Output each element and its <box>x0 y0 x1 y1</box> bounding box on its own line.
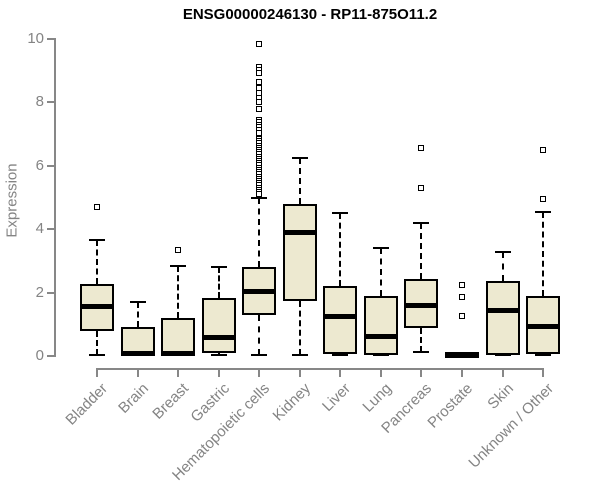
y-tick-mark <box>47 291 55 294</box>
median-line <box>161 350 196 356</box>
upper-whisker-cap <box>170 264 187 267</box>
upper-whisker-cap <box>89 239 105 242</box>
outlier-point <box>418 145 425 152</box>
box <box>363 295 398 356</box>
box <box>282 203 317 302</box>
outlier-point <box>256 129 263 136</box>
lower-whisker <box>258 314 261 356</box>
outlier-point <box>458 281 465 288</box>
box <box>485 280 520 355</box>
upper-whisker <box>136 302 139 328</box>
upper-whisker <box>258 197 261 267</box>
upper-whisker <box>298 157 301 204</box>
upper-whisker-cap <box>372 246 389 249</box>
median-line <box>485 307 520 313</box>
outlier-point <box>418 184 425 191</box>
lower-whisker-cap <box>372 354 389 357</box>
upper-whisker <box>420 222 423 280</box>
median-line <box>282 229 317 235</box>
x-tick-mark <box>217 368 220 377</box>
outlier-point <box>458 293 465 300</box>
upper-whisker <box>379 247 382 296</box>
x-tick-mark <box>339 368 342 377</box>
x-tick-mark <box>379 368 382 377</box>
x-tick-mark <box>460 368 463 377</box>
y-tick-label: 10 <box>27 30 44 47</box>
lower-whisker-cap <box>89 354 105 357</box>
median-line <box>120 350 155 356</box>
outlier-point <box>256 40 263 47</box>
y-tick-label: 8 <box>35 93 44 111</box>
outlier-point <box>175 247 182 254</box>
upper-whisker-cap <box>535 210 552 213</box>
lower-whisker-cap <box>413 351 430 354</box>
outlier-point <box>540 196 547 203</box>
lower-whisker <box>217 352 220 356</box>
outlier-point <box>256 99 263 106</box>
lower-whisker-cap <box>291 354 308 357</box>
outlier-point <box>458 313 465 320</box>
upper-whisker-cap <box>291 156 308 159</box>
median-line <box>80 304 114 310</box>
upper-whisker-cap <box>332 212 349 215</box>
lower-whisker-cap <box>494 354 511 357</box>
upper-whisker <box>542 211 545 296</box>
x-tick-mark <box>136 368 139 377</box>
median-line <box>242 288 277 294</box>
outlier-point <box>256 78 263 85</box>
chart-title: ENSG00000246130 - RP11-875O11.2 <box>182 6 438 23</box>
upper-whisker-cap <box>251 196 268 199</box>
outlier-point <box>256 105 263 112</box>
x-axis-line <box>96 368 544 370</box>
box <box>323 286 358 355</box>
lower-whisker <box>298 301 301 356</box>
upper-whisker-cap <box>129 301 146 304</box>
box <box>201 297 236 353</box>
median-line <box>201 335 236 341</box>
median-line <box>444 352 479 358</box>
x-tick-mark <box>501 368 504 377</box>
median-line <box>404 302 439 308</box>
y-axis-label: Expression <box>3 163 21 238</box>
upper-whisker <box>177 265 180 318</box>
upper-whisker <box>501 252 504 281</box>
lower-whisker-cap <box>210 354 227 357</box>
x-tick-mark <box>298 368 301 377</box>
x-tick-mark <box>96 368 98 377</box>
outlier-point <box>256 70 263 77</box>
y-tick-label: 4 <box>35 220 44 238</box>
lower-whisker-cap <box>251 354 268 357</box>
lower-whisker-cap <box>332 354 349 357</box>
median-line <box>363 334 398 340</box>
x-tick-mark <box>542 368 545 377</box>
median-line <box>323 313 358 319</box>
box <box>161 317 196 356</box>
y-tick-mark <box>47 164 55 167</box>
x-tick-mark <box>258 368 261 377</box>
upper-whisker-cap <box>494 251 511 254</box>
lower-whisker-cap <box>535 354 552 357</box>
y-tick-mark <box>47 38 55 40</box>
y-tick-label: 0 <box>35 347 44 364</box>
upper-whisker <box>339 213 342 287</box>
upper-whisker <box>217 267 220 298</box>
upper-whisker <box>96 240 98 285</box>
y-axis-line <box>54 38 56 357</box>
x-tick-mark <box>177 368 180 377</box>
y-tick-mark <box>47 355 55 357</box>
lower-whisker <box>420 328 423 353</box>
y-tick-label: 6 <box>35 156 44 174</box>
outlier-point <box>94 204 100 210</box>
outlier-point <box>256 191 263 198</box>
upper-whisker-cap <box>413 221 430 224</box>
x-tick-mark <box>420 368 423 377</box>
upper-whisker-cap <box>210 266 227 269</box>
median-line <box>526 324 561 330</box>
y-tick-mark <box>47 228 55 231</box>
y-tick-label: 2 <box>35 283 44 301</box>
y-tick-mark <box>47 101 55 104</box>
lower-whisker <box>96 331 98 356</box>
outlier-point <box>540 146 547 153</box>
